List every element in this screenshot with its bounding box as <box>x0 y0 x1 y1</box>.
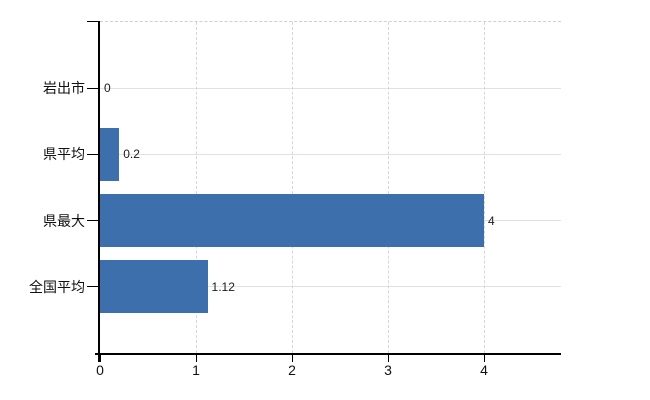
x-axis-tick <box>483 354 485 362</box>
gridline-vertical <box>484 22 485 353</box>
x-axis-tick-label: 3 <box>384 362 392 378</box>
plot-top-border <box>100 21 561 22</box>
y-axis-tick <box>87 286 98 288</box>
y-axis-tick <box>87 153 98 155</box>
gridline-horizontal <box>100 87 561 89</box>
bar-value-label: 0 <box>104 81 111 96</box>
x-axis-tick-label: 1 <box>192 362 200 378</box>
y-axis-tick <box>87 220 98 222</box>
x-axis-tick-label: 4 <box>480 362 488 378</box>
bar <box>100 260 208 314</box>
y-axis-label: 県最大 <box>43 212 85 229</box>
x-axis-tick <box>291 354 293 362</box>
gridline-horizontal <box>100 286 561 288</box>
gridline-vertical <box>388 22 389 353</box>
bar <box>100 194 484 248</box>
bar <box>100 127 120 181</box>
y-axis-label: 県平均 <box>43 146 85 163</box>
y-axis-label: 岩出市 <box>43 80 85 97</box>
x-axis-tick <box>195 354 197 362</box>
y-axis-line <box>98 21 100 362</box>
gridline-vertical <box>292 22 293 353</box>
x-axis-line <box>95 353 561 355</box>
x-axis-tick <box>99 354 101 362</box>
bar-value-label: 0.2 <box>123 147 140 162</box>
x-axis-tick-label: 0 <box>96 362 104 378</box>
y-axis-tick <box>87 87 98 89</box>
y-axis-label: 全国平均 <box>29 278 85 295</box>
x-axis-tick <box>387 354 389 362</box>
gridline-horizontal <box>100 153 561 155</box>
y-axis-tick <box>87 21 98 22</box>
x-axis-tick-label: 2 <box>288 362 296 378</box>
bar-value-label: 4 <box>488 213 495 228</box>
gridline-vertical <box>196 22 197 353</box>
bar-value-label: 1.12 <box>211 279 235 294</box>
